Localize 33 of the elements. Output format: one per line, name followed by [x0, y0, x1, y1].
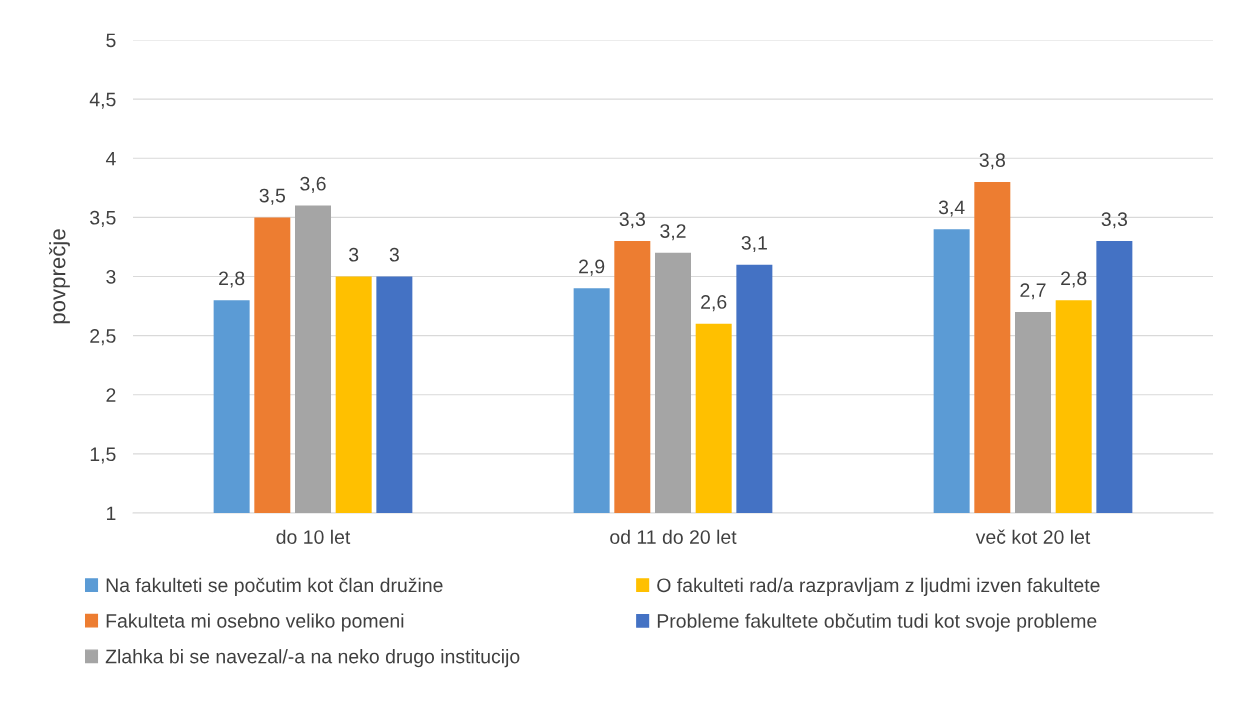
x-tick-label: od 11 do 20 let — [610, 529, 737, 544]
legend-label: Zlahka bi se navezal/-a na neko drugo institucijo — [105, 649, 520, 668]
data-label: 3,5 — [259, 188, 286, 205]
data-label: 3,6 — [300, 176, 326, 193]
data-label: 3 — [349, 247, 359, 262]
data-label: 3,4 — [938, 200, 965, 217]
y-tick-label: 3,5 — [90, 210, 116, 227]
y-tick-label: 2 — [106, 388, 116, 402]
y-tick-label: 2,5 — [90, 329, 116, 346]
data-label: 2,8 — [219, 271, 245, 288]
data-label: 2,9 — [579, 259, 605, 276]
y-tick-label: 1,5 — [90, 447, 116, 464]
data-label: 2,6 — [701, 295, 727, 312]
y-tick-label: 4 — [105, 151, 116, 166]
x-tick-label: več kot 20 let — [975, 529, 1091, 544]
data-label: 3,3 — [619, 212, 645, 229]
legend-label: Fakulteta mi osebno veliko pomeni — [106, 613, 404, 632]
y-tick-label: 3 — [106, 269, 116, 284]
data-label: 3,3 — [1101, 212, 1128, 229]
data-label: 3,8 — [979, 153, 1005, 170]
data-label: 3,2 — [660, 224, 686, 241]
legend-label: O fakulteti rad/a razpravljam z ljudmi izven fakultete — [657, 577, 1100, 596]
y-axis-title: povprečje — [49, 229, 70, 324]
y-tick-label: 5 — [106, 33, 116, 48]
data-label: 2,7 — [1020, 283, 1046, 300]
x-tick-label: do 10 let — [276, 529, 351, 544]
data-label: 3,1 — [741, 235, 767, 253]
y-tick-label: 1 — [107, 506, 116, 521]
data-label: 2,8 — [1061, 271, 1087, 288]
legend-label: Na fakulteti se počutim kot član družine — [106, 577, 443, 596]
data-label: 3 — [389, 247, 399, 262]
y-tick-label: 4,5 — [89, 92, 116, 109]
legend-label: Probleme fakultete občutim tudi kot svoje probleme — [657, 613, 1097, 632]
